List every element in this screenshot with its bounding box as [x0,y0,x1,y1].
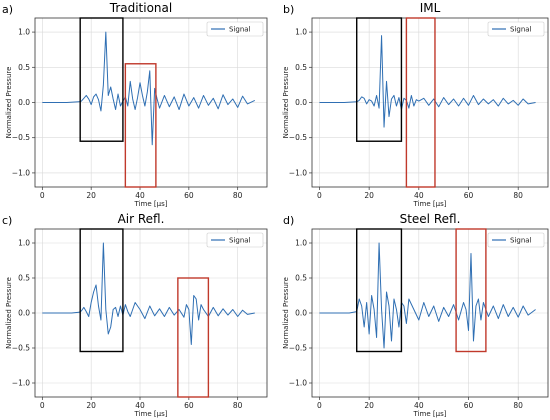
panel-title: Traditional [109,1,172,15]
y-tick-label: 0.5 [18,274,30,283]
panel-title: Steel Refl. [400,212,461,226]
y-tick-label: 0.5 [18,63,30,72]
legend: Signal [487,21,545,37]
legend: Signal [206,232,264,248]
highlight-box-black [356,17,403,142]
highlight-box-black [79,228,124,353]
highlight-box-black [79,17,124,142]
y-tick-label: 0.0 [18,98,30,107]
y-axis-label: Normalized Pressure [282,277,290,349]
x-tick-label: 0 [317,401,322,410]
x-tick-label: 80 [513,401,523,410]
panel-letter: a) [2,3,13,16]
highlight-box-red [455,228,487,353]
y-axis-label: Normalized Pressure [5,277,13,349]
x-tick-label: 40 [414,401,424,410]
panel-title: Air Refl. [118,212,165,226]
y-tick-label: −1.0 [12,379,30,388]
x-tick-label: 40 [135,401,145,410]
x-tick-label: 60 [464,401,474,410]
legend-label: Signal [229,237,251,245]
x-tick-label: 20 [86,401,96,410]
panel-a: a) Traditional 0 20 40 60 80 −1.0 −0.5 0.0 0.5 1.0 T… [2,1,268,208]
panel-c: c) Air Refl. 0 20 40 60 80 −1.0 −0.5 0.0 0.5 1.0 Tim… [2,212,268,418]
x-tick-label: 40 [135,191,145,200]
y-tick-label: −1.0 [12,168,30,177]
y-tick-label: 1.0 [18,239,30,248]
y-tick-label: −0.5 [289,133,307,142]
legend-box [487,21,545,37]
y-axis-label: Normalized Pressure [282,67,290,139]
x-tick-label: 20 [364,191,374,200]
x-tick-label: 80 [513,191,523,200]
x-tick-label: 0 [40,401,45,410]
y-tick-label: 0.0 [18,309,30,318]
y-tick-label: 0.0 [295,98,307,107]
highlight-box-red [177,277,210,398]
panel-title: IML [420,1,441,15]
x-axis-label: Time [µs] [134,410,168,418]
signal-line [319,35,536,128]
legend-label: Signal [229,26,251,34]
signal-line [42,242,255,345]
highlight-box-red [405,17,436,188]
signal-line [42,31,256,146]
y-tick-label: 0.0 [295,309,307,318]
y-tick-label: −1.0 [289,379,307,388]
y-tick-label: −0.5 [12,344,30,353]
panel-b: b) IML 0 20 40 60 80 −1.0 −0.5 0.0 0.5 1.0 Time [µs]… [282,1,549,208]
x-axis-label: Time [µs] [413,410,447,418]
legend: Signal [206,21,264,37]
y-tick-label: −0.5 [12,133,30,142]
signal-line [319,242,536,349]
panel-letter: b) [283,3,294,16]
panel-letter: c) [2,214,12,227]
x-tick-label: 80 [233,401,243,410]
panel-d: d) Steel Refl. 0 20 40 60 80 −1.0 −0.5 0.0 0.5 1.0 T… [282,212,549,418]
x-tick-label: 40 [414,191,424,200]
y-tick-label: −1.0 [289,168,307,177]
x-tick-label: 60 [184,191,194,200]
x-axis-label: Time [µs] [134,200,168,208]
y-tick-label: 0.5 [295,274,307,283]
y-tick-label: −0.5 [289,344,307,353]
x-axis-label: Time [µs] [413,200,447,208]
y-tick-label: 0.5 [295,63,307,72]
highlight-box-black [356,228,403,353]
x-tick-label: 0 [40,191,45,200]
legend-box [206,232,264,248]
x-tick-label: 60 [184,401,194,410]
legend-label: Signal [510,26,532,34]
y-axis-label: Normalized Pressure [5,67,13,139]
panel-letter: d) [283,214,294,227]
x-tick-label: 0 [317,191,322,200]
legend: Signal [487,232,545,248]
x-tick-label: 60 [464,191,474,200]
y-tick-label: 1.0 [18,28,30,37]
legend-box [487,232,545,248]
x-tick-label: 20 [364,401,374,410]
y-tick-label: 1.0 [295,239,307,248]
x-tick-label: 20 [86,191,96,200]
legend-label: Signal [510,237,532,245]
y-tick-label: 1.0 [295,28,307,37]
legend-box [206,21,264,37]
highlight-box-red [124,63,157,188]
x-tick-label: 80 [233,191,243,200]
